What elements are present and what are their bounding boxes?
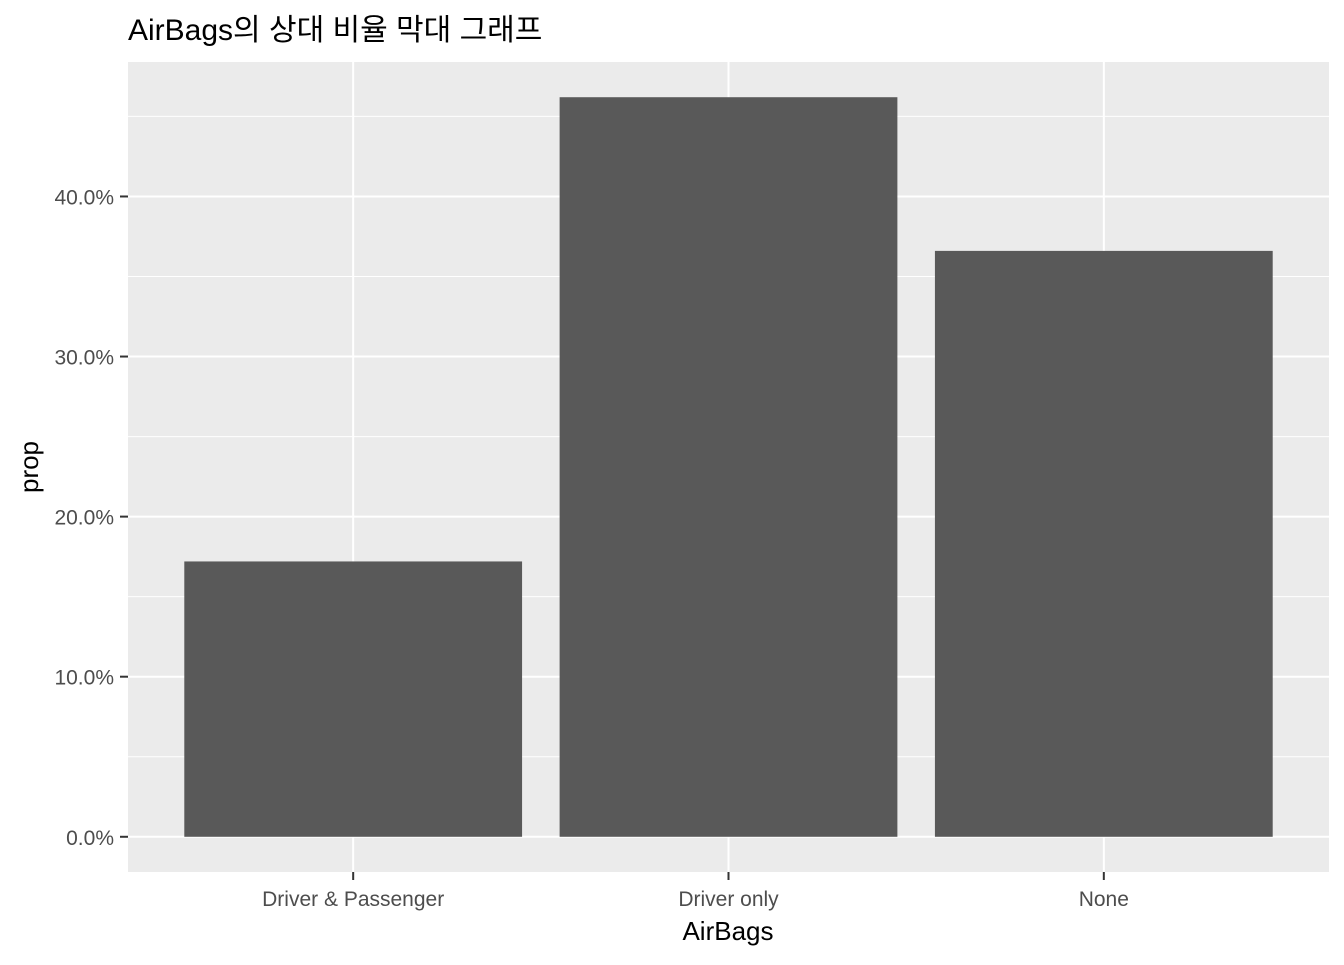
x-axis-title: AirBags [682, 916, 773, 946]
y-tick-label: 20.0% [54, 507, 114, 530]
y-tick-label: 30.0% [54, 347, 114, 370]
x-axis: Driver & Passenger Driver only None [262, 872, 1129, 911]
bar [934, 250, 1273, 837]
chart-title: AirBags의 상대 비율 막대 그래프 [128, 14, 542, 47]
y-tick-label: 0.0% [66, 827, 114, 850]
y-axis: 0.0% 10.0% 20.0% 30.0% 40.0% [54, 186, 128, 850]
bar [184, 561, 523, 837]
x-tick-label: Driver & Passenger [262, 888, 444, 911]
bar [559, 97, 898, 837]
y-tick-label: 40.0% [54, 186, 114, 209]
y-axis-title: prop [14, 441, 44, 493]
x-tick-label: Driver only [678, 888, 779, 911]
bars [184, 97, 1273, 837]
y-tick-label: 10.0% [54, 667, 114, 690]
x-tick-label: None [1079, 888, 1129, 911]
